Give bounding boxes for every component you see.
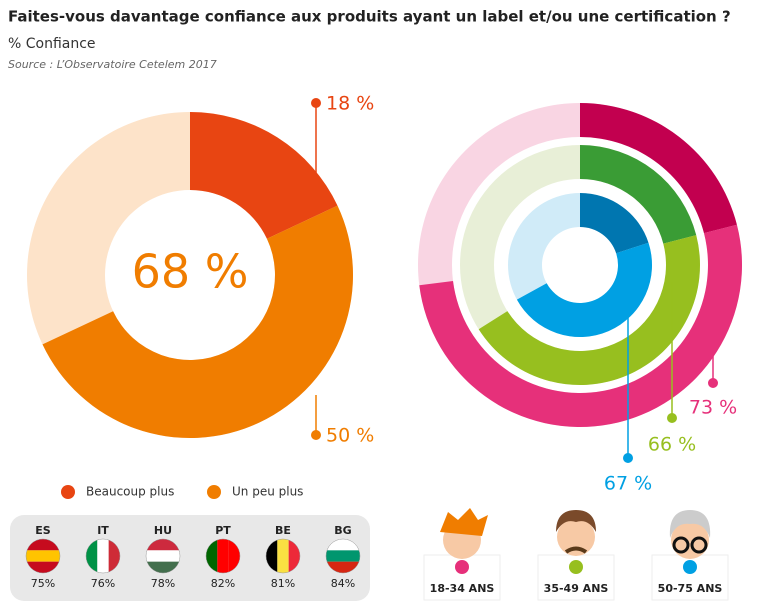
country-value: 84%: [331, 577, 355, 590]
flag-stripe: [146, 561, 180, 573]
flag-stripe: [146, 539, 180, 551]
flag-stripe: [86, 539, 98, 573]
icon-middle: [537, 510, 615, 601]
flag-stripe: [277, 539, 289, 573]
subtitle: % Confiance: [8, 36, 96, 52]
icon-senior: [651, 510, 729, 601]
country-value: 75%: [31, 577, 55, 590]
flag-stripe: [108, 539, 120, 573]
age-label: 35-49 ANS: [544, 582, 609, 595]
country-code: BG: [334, 524, 351, 537]
flag-stripe: [26, 539, 60, 551]
ring-dark-segment: [580, 193, 649, 254]
country-code: PT: [215, 524, 231, 537]
source: Source : L’Observatoire Cetelem 2017: [8, 58, 217, 71]
country-value: 76%: [91, 577, 115, 590]
leader-dot: [623, 453, 633, 463]
country-code: BE: [275, 524, 291, 537]
flag-stripe: [266, 539, 278, 573]
age-dot: [683, 560, 697, 574]
country-code: ES: [35, 524, 51, 537]
value-label: 67 %: [604, 473, 652, 495]
flag-stripe: [26, 561, 60, 573]
leader-dot: [667, 413, 677, 423]
value-label: 66 %: [648, 434, 696, 456]
flag-border: [265, 538, 301, 574]
ring-segment: [478, 235, 700, 385]
donut-segment: [42, 205, 354, 439]
flag-stripe: [326, 539, 360, 551]
country-panel: [10, 515, 370, 601]
leader-dot: [311, 430, 321, 440]
country-code: IT: [97, 524, 109, 537]
leader-dot: [708, 378, 718, 388]
legend-label: Beaucoup plus: [86, 485, 174, 499]
flag-stripe: [228, 539, 240, 573]
flag-stripe: [326, 561, 360, 573]
flag-stripe: [326, 550, 360, 562]
value-label: 18 %: [326, 93, 374, 115]
value-label: 73 %: [689, 397, 737, 419]
flag-stripe: [97, 539, 109, 573]
legend-dot: [61, 485, 75, 499]
country-code: HU: [154, 524, 172, 537]
legend-label: Un peu plus: [232, 485, 303, 499]
flag-border: [145, 538, 181, 574]
country-value: 78%: [151, 577, 175, 590]
age-label: 50-75 ANS: [658, 582, 723, 595]
flag-border: [205, 538, 241, 574]
age-icons: [423, 508, 729, 601]
flag-stripe: [26, 550, 60, 562]
legend-dot: [207, 485, 221, 499]
age-dot: [569, 560, 583, 574]
value-label: 50 %: [326, 425, 374, 447]
flag-border: [25, 538, 61, 574]
flag-stripe: [217, 539, 229, 573]
country-value: 82%: [211, 577, 235, 590]
ring-segment: [516, 242, 652, 337]
flag-border: [325, 538, 361, 574]
flag-stripe: [206, 539, 218, 573]
flag-border: [85, 538, 121, 574]
ring-dark-segment: [580, 103, 737, 234]
flag-stripe: [288, 539, 300, 573]
title: Faites-vous davantage confiance aux prod…: [8, 8, 731, 26]
ring-dark-segment: [580, 145, 697, 244]
age-label: 18-34 ANS: [430, 582, 495, 595]
ring-segment: [419, 224, 742, 427]
flag-stripe: [146, 550, 180, 562]
center-label: 68 %: [132, 245, 249, 299]
country-value: 81%: [271, 577, 295, 590]
age-dot: [455, 560, 469, 574]
leader-dot: [311, 98, 321, 108]
donut-segment: [190, 112, 338, 239]
